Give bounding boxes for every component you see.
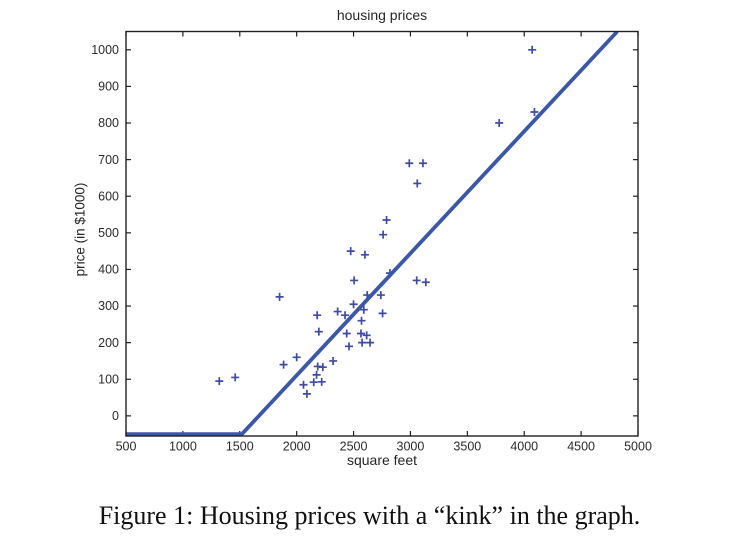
y-tick-label: 600 — [98, 189, 119, 203]
data-point-marker — [314, 327, 323, 336]
data-point-marker — [302, 389, 311, 398]
x-tick-label: 3000 — [397, 440, 425, 454]
x-tick-label: 1500 — [226, 440, 254, 454]
data-point-marker — [495, 119, 504, 128]
data-point-marker — [345, 342, 354, 351]
x-tick-label: 4000 — [510, 440, 538, 454]
x-tick-label: 5000 — [624, 440, 652, 454]
data-point-marker — [349, 300, 358, 309]
data-point-marker — [279, 360, 288, 369]
data-point-marker — [359, 305, 368, 314]
x-tick-label: 1000 — [169, 440, 197, 454]
y-tick-label: 100 — [98, 372, 119, 386]
data-point-marker — [357, 316, 366, 325]
y-tick-label: 500 — [98, 226, 119, 240]
figure-caption: Figure 1: Housing prices with a “kink” i… — [98, 501, 641, 530]
x-axis-label: square feet — [346, 452, 418, 468]
data-point-marker — [292, 353, 301, 362]
data-point-marker — [329, 356, 338, 365]
y-tick-label: 400 — [98, 263, 119, 277]
data-point-marker — [318, 363, 327, 372]
data-point-marker — [360, 250, 369, 259]
data-point-marker — [358, 338, 367, 347]
y-axis-label: price (in $1000) — [72, 182, 88, 277]
data-point-marker — [418, 159, 427, 168]
x-tick-label: 2000 — [283, 440, 311, 454]
data-point-marker — [342, 329, 351, 338]
data-point-marker — [215, 377, 224, 386]
data-point-marker — [313, 311, 322, 320]
y-tick-label: 200 — [98, 336, 119, 350]
data-point-marker — [333, 307, 342, 316]
data-point-marker — [528, 45, 537, 54]
y-tick-label: 900 — [98, 80, 119, 94]
data-point-marker — [346, 247, 355, 256]
data-point-marker — [382, 216, 391, 225]
data-point-marker — [275, 292, 284, 301]
data-point-marker — [309, 378, 318, 387]
data-point-marker — [299, 380, 308, 389]
data-point-marker — [421, 278, 430, 287]
data-point-marker — [413, 179, 422, 188]
data-point-marker — [530, 108, 539, 117]
data-point-marker — [362, 331, 371, 340]
y-tick-label: 0 — [112, 409, 119, 423]
y-tick-label: 1000 — [91, 43, 119, 57]
data-point-marker — [312, 370, 321, 379]
data-point-marker — [317, 377, 326, 386]
data-point-marker — [341, 311, 350, 320]
data-point-marker — [412, 276, 421, 285]
housing-prices-chart: 500 1000 1500 2000 2500 3000 3500 4000 4500 5000 0… — [72, 7, 652, 468]
y-tick-label: 300 — [98, 299, 119, 313]
chart-title: housing prices — [336, 7, 428, 23]
data-point-marker — [350, 276, 359, 285]
data-point-marker — [231, 373, 240, 382]
data-point-marker — [378, 309, 387, 318]
data-point-marker — [366, 338, 375, 347]
kinked-fit-line — [126, 31, 619, 436]
y-tick-label: 700 — [98, 153, 119, 167]
data-point-marker — [376, 291, 385, 300]
chart-canvas: 500 1000 1500 2000 2500 3000 3500 4000 4500 5000 0… — [91, 30, 652, 454]
data-point-marker — [379, 230, 388, 239]
x-tick-label: 500 — [116, 440, 137, 454]
data-point-marker — [356, 329, 365, 338]
y-tick-label: 800 — [98, 116, 119, 130]
plot-box — [125, 30, 639, 437]
x-tick-label: 4500 — [567, 440, 595, 454]
x-tick-label: 3500 — [453, 440, 481, 454]
x-tick-label: 2500 — [340, 440, 368, 454]
data-point-marker — [405, 159, 414, 168]
